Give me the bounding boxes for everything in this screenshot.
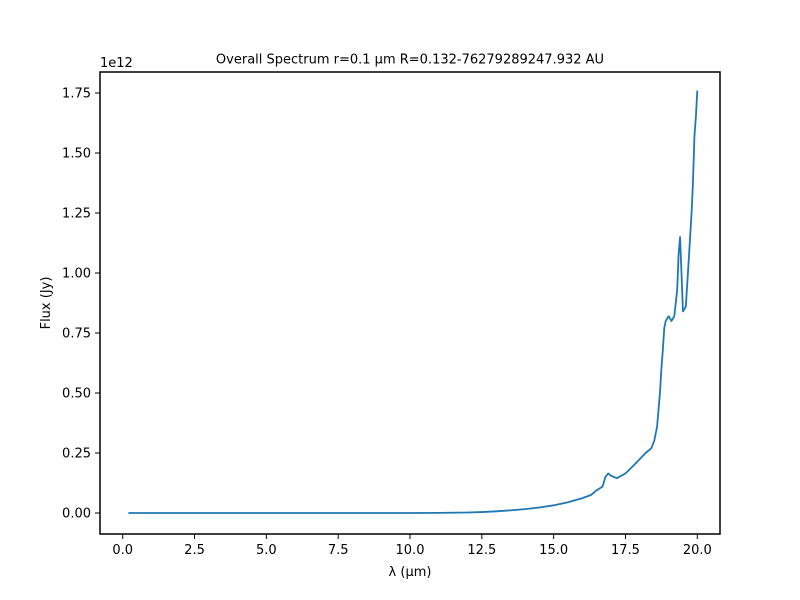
- x-axis-label: λ (μm): [389, 565, 432, 580]
- x-tick-label: 5.0: [256, 543, 277, 558]
- spectrum-line: [128, 90, 699, 514]
- x-tick-label: 17.5: [611, 543, 640, 558]
- y-tick-label: 0.50: [62, 387, 91, 402]
- x-tick-label: 7.5: [328, 543, 349, 558]
- x-tick-label: 12.5: [467, 543, 496, 558]
- x-tick-label: 10.0: [396, 543, 425, 558]
- axes-frame: [99, 71, 721, 535]
- x-tick-label: 0.0: [112, 543, 133, 558]
- y-tick-label: 1.50: [62, 147, 91, 162]
- y-tick-label: 0.00: [62, 507, 91, 522]
- x-axis-ticks: 0.0 2.5 5.0 7.5 10.0 12.5 15.0 17.5 20.0: [112, 534, 712, 558]
- y-tick-label: 1.25: [62, 207, 91, 222]
- y-tick-label: 1.00: [62, 267, 91, 282]
- x-tick-label: 20.0: [683, 543, 712, 558]
- chart-title: Overall Spectrum r=0.1 μm R=0.132-762792…: [216, 53, 604, 68]
- y-axis-label: Flux (Jy): [39, 277, 54, 330]
- x-tick-label: 2.5: [184, 543, 205, 558]
- y-tick-label: 0.25: [62, 447, 91, 462]
- x-tick-label: 15.0: [539, 543, 568, 558]
- plot-lines: [128, 90, 699, 514]
- y-offset-label: 1e12: [100, 56, 133, 71]
- y-tick-label: 0.75: [62, 327, 91, 342]
- y-axis-ticks: 0.00 0.25 0.50 0.75 1.00 1.25 1.50 1.75: [62, 87, 100, 522]
- y-tick-label: 1.75: [62, 87, 91, 102]
